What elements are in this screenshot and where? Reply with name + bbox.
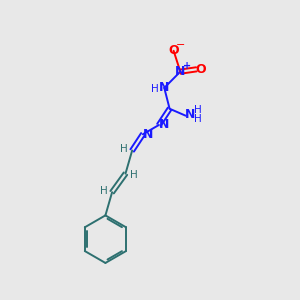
Text: H: H [120, 144, 128, 154]
Text: H: H [100, 186, 108, 196]
Text: N: N [175, 65, 185, 78]
Text: H: H [152, 84, 159, 94]
Text: +: + [183, 61, 191, 71]
Text: H: H [130, 170, 138, 180]
Text: N: N [185, 108, 195, 121]
Text: N: N [159, 118, 169, 131]
Text: −: − [176, 40, 185, 50]
Text: O: O [196, 63, 206, 76]
Text: N: N [159, 81, 169, 94]
Text: H: H [194, 105, 202, 116]
Text: H: H [194, 114, 202, 124]
Text: O: O [168, 44, 179, 57]
Text: N: N [143, 128, 153, 141]
